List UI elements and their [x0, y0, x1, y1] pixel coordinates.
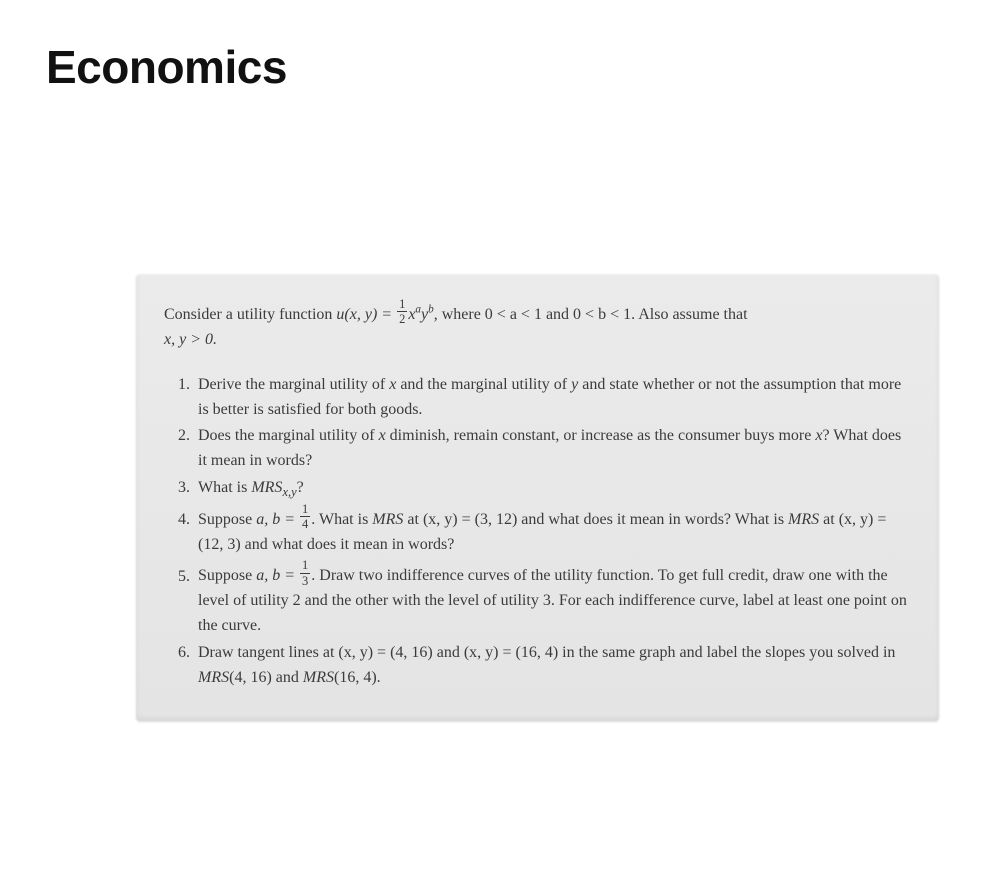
- frac-den: 4: [300, 517, 310, 530]
- q6-arg2: (16, 4).: [334, 669, 381, 686]
- q4-pt1: at (x, y) = (3, 12) and what does it mea…: [403, 511, 788, 528]
- q6-mrs1: MRS: [198, 669, 229, 686]
- q3-sub: x,y: [282, 485, 296, 499]
- fraction-third: 13: [300, 559, 310, 587]
- intro-term: xayb: [408, 306, 433, 323]
- intro-ufn: u(x, y) =: [336, 306, 396, 323]
- q5-a: Suppose: [198, 568, 256, 585]
- question-list: Derive the marginal utility of x and the…: [164, 373, 911, 691]
- question-5: Suppose a, b = 13. Draw two indifference…: [194, 559, 911, 639]
- intro-cond: , where 0 < a < 1 and 0 < b < 1. Also as…: [434, 306, 748, 323]
- q6-arg1: (4, 16) and: [229, 669, 303, 686]
- q4-b: . What is: [311, 511, 372, 528]
- question-3: What is MRSx,y?: [194, 476, 911, 501]
- q6-a: Draw tangent lines at (x, y) = (4, 16) a…: [198, 644, 895, 661]
- q1-b: and the marginal utility of: [396, 376, 571, 393]
- frac-num: 1: [300, 559, 310, 573]
- q5-ab: a, b =: [256, 568, 299, 585]
- intro-prefix: Consider a utility function: [164, 306, 336, 323]
- frac-num: 1: [300, 503, 310, 517]
- q3-b: ?: [297, 479, 304, 496]
- fraction-half: 12: [397, 298, 407, 326]
- q1-a: Derive the marginal utility of: [198, 376, 389, 393]
- q4-mrs1: MRS: [372, 511, 403, 528]
- frac-num: 1: [397, 298, 407, 312]
- q3-a: What is: [198, 479, 251, 496]
- q4-a: Suppose: [198, 511, 256, 528]
- q3-mrs-label: MRS: [251, 479, 282, 496]
- page-title: Economics: [46, 40, 949, 94]
- question-1: Derive the marginal utility of x and the…: [194, 373, 911, 423]
- q3-mrs: MRSx,y: [251, 479, 296, 496]
- intro-xy: x, y > 0.: [164, 331, 217, 348]
- q4-ab: a, b =: [256, 511, 299, 528]
- question-panel: Consider a utility function u(x, y) = 12…: [136, 274, 939, 721]
- q2-var1: x: [379, 427, 386, 444]
- q6-mrs2: MRS: [303, 669, 334, 686]
- q2-a: Does the marginal utility of: [198, 427, 379, 444]
- frac-den: 3: [300, 574, 310, 587]
- frac-den: 2: [397, 312, 407, 325]
- question-6: Draw tangent lines at (x, y) = (4, 16) a…: [194, 641, 911, 691]
- fraction-quarter: 14: [300, 503, 310, 531]
- problem-intro: Consider a utility function u(x, y) = 12…: [164, 298, 911, 353]
- question-4: Suppose a, b = 14. What is MRS at (x, y)…: [194, 503, 911, 558]
- q4-mrs2: MRS: [788, 511, 819, 528]
- question-2: Does the marginal utility of x diminish,…: [194, 424, 911, 474]
- q2-b: diminish, remain constant, or increase a…: [386, 427, 816, 444]
